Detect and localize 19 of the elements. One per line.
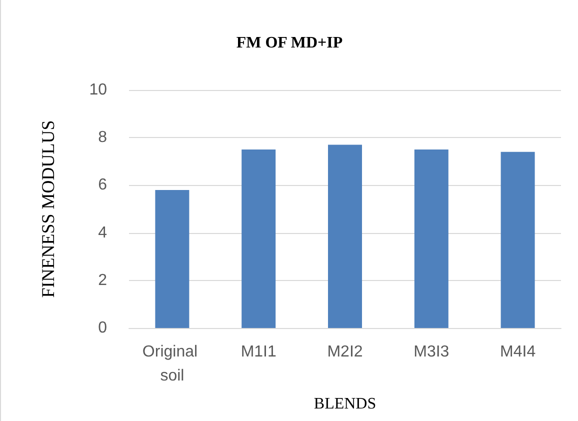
- bar: [155, 190, 190, 328]
- x-tick-label: M1I1: [240, 344, 276, 360]
- y-tick-label: 10: [89, 82, 108, 98]
- x-tick-label: M3I3: [414, 344, 450, 360]
- y-tick-label: 0: [98, 320, 108, 336]
- chart-title: FM OF MD+IP: [236, 34, 343, 52]
- y-tick-label: 6: [98, 176, 108, 194]
- bar: [500, 152, 535, 328]
- bar: [414, 150, 448, 328]
- x-tick-label: M4I4: [500, 344, 536, 360]
- y-axis-title: FINENESS MODULUS: [38, 120, 58, 298]
- x-axis-title: BLENDS: [314, 396, 376, 412]
- x-tick-label: Original soil: [142, 344, 202, 384]
- x-tick-label: M2I2: [327, 344, 363, 360]
- bar: [328, 144, 362, 328]
- y-tick-label: 2: [98, 272, 108, 289]
- bar: [242, 150, 276, 328]
- y-tick-label: 8: [98, 129, 108, 146]
- y-tick-label: 4: [98, 224, 108, 242]
